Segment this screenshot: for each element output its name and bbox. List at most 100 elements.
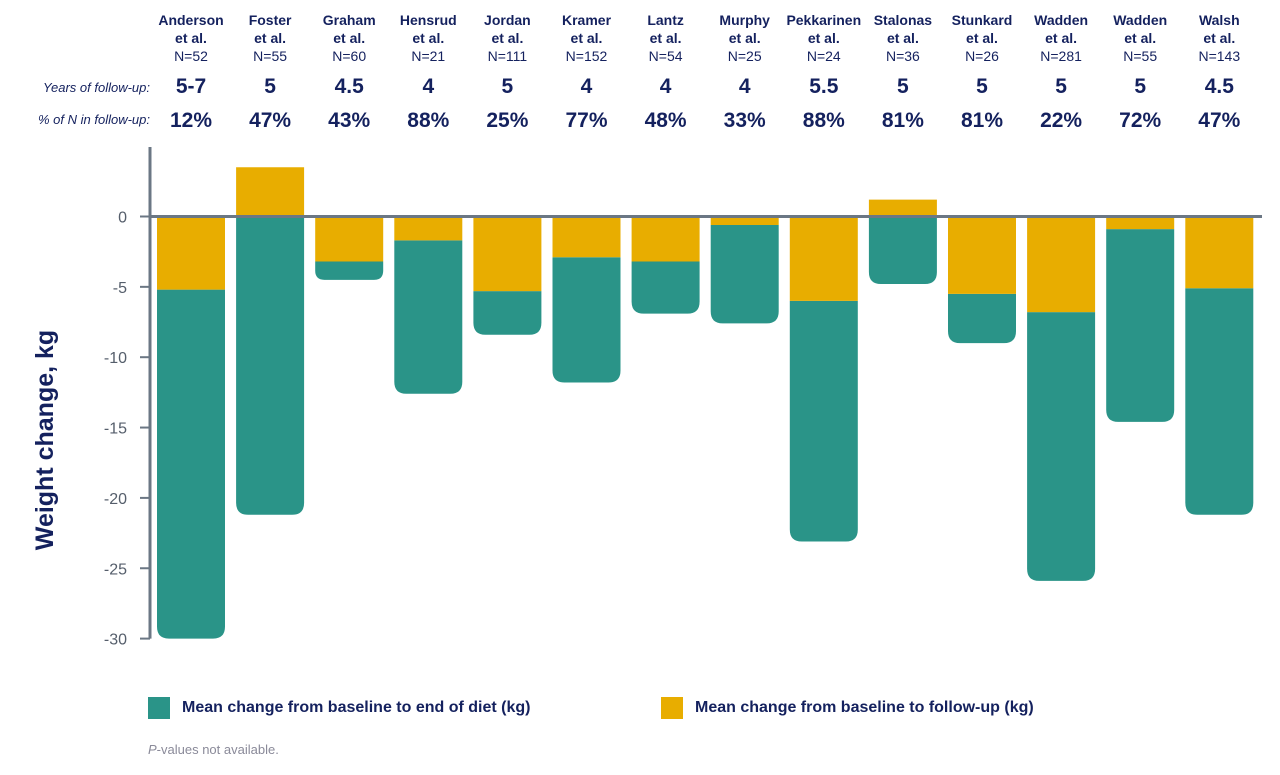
- study-n: N=36: [886, 48, 920, 64]
- study-name: Wadden: [1034, 12, 1088, 28]
- study-name-suffix: et al.: [254, 30, 286, 46]
- study-n: N=24: [807, 48, 841, 64]
- study-n: N=143: [1198, 48, 1240, 64]
- study-name-suffix: et al.: [1203, 30, 1235, 46]
- study-pct-follow-up: 47%: [249, 109, 291, 132]
- study-name-suffix: et al.: [333, 30, 365, 46]
- bar-end-of-diet: [948, 293, 1016, 344]
- bar-follow-up: [1027, 216, 1096, 313]
- study-years: 4: [739, 75, 751, 98]
- bar-follow-up: [236, 167, 305, 217]
- study-n: N=25: [728, 48, 762, 64]
- y-tick-label: -30: [104, 632, 127, 649]
- study-years: 5-7: [176, 75, 206, 98]
- y-tick-label: -10: [104, 350, 127, 367]
- study-name-suffix: et al.: [808, 30, 840, 46]
- study-n: N=281: [1040, 48, 1082, 64]
- study-name: Foster: [249, 12, 292, 28]
- bar-follow-up: [710, 216, 779, 225]
- legend-swatch-follow-up: [661, 697, 683, 719]
- study-years: 5: [1134, 75, 1146, 98]
- bar-end-of-diet: [1106, 229, 1175, 422]
- bar-follow-up: [157, 216, 225, 290]
- study-years: 5: [1055, 75, 1067, 98]
- study-name-suffix: et al.: [1124, 30, 1156, 46]
- weight-change-chart: Weight change, kg Years of follow-up: % of…: [31, 12, 1262, 649]
- study-years: 5.5: [809, 75, 839, 98]
- y-tick-label: -5: [113, 280, 127, 297]
- study-years: 4: [660, 75, 672, 98]
- study-years: 5: [897, 75, 909, 98]
- study-name-suffix: et al.: [729, 30, 761, 46]
- y-axis-label: Weight change, kg: [31, 330, 59, 550]
- study-pct-follow-up: 33%: [724, 109, 766, 132]
- study-years: 5: [976, 75, 988, 98]
- study-years: 4.5: [335, 75, 365, 98]
- footnote-italic: P: [148, 742, 157, 757]
- bar-end-of-diet: [236, 216, 305, 515]
- bar-end-of-diet: [473, 291, 542, 335]
- legend-item-follow-up: Mean change from baseline to follow-up (…: [661, 697, 1034, 719]
- study-name-suffix: et al.: [1045, 30, 1077, 46]
- study-name: Walsh: [1199, 12, 1240, 28]
- footnote: P-values not available.: [148, 742, 279, 757]
- study-n: N=152: [566, 48, 608, 64]
- study-n: N=55: [1123, 48, 1157, 64]
- study-n: N=52: [174, 48, 208, 64]
- footnote-text: -values not available.: [156, 742, 279, 757]
- study-name-suffix: et al.: [650, 30, 682, 46]
- study-years: 4.5: [1205, 75, 1235, 98]
- study-pct-follow-up: 48%: [645, 109, 687, 132]
- study-name-suffix: et al.: [966, 30, 998, 46]
- study-name: Graham: [323, 12, 376, 28]
- study-pct-follow-up: 25%: [486, 109, 528, 132]
- bar-follow-up: [473, 216, 542, 292]
- study-n: N=21: [411, 48, 445, 64]
- study-pct-follow-up: 43%: [328, 109, 370, 132]
- study-n: N=55: [253, 48, 287, 64]
- bar-end-of-diet: [710, 224, 779, 324]
- study-pct-follow-up: 88%: [803, 109, 845, 132]
- legend-label-end-of-diet: Mean change from baseline to end of diet…: [182, 699, 531, 716]
- study-name: Stunkard: [952, 12, 1013, 28]
- y-tick-label: -25: [104, 561, 127, 578]
- bar-end-of-diet: [315, 261, 384, 280]
- bar-follow-up: [868, 199, 937, 217]
- study-name-suffix: et al.: [412, 30, 444, 46]
- study-name: Jordan: [484, 12, 531, 28]
- bar-end-of-diet: [868, 216, 937, 285]
- bar-end-of-diet: [157, 289, 225, 639]
- study-pct-follow-up: 88%: [407, 109, 449, 132]
- study-pct-follow-up: 22%: [1040, 109, 1082, 132]
- study-name-suffix: et al.: [175, 30, 207, 46]
- y-tick-label: -20: [104, 491, 127, 508]
- bar-end-of-diet: [1027, 312, 1096, 581]
- study-years: 5: [502, 75, 514, 98]
- bar-follow-up: [948, 216, 1016, 294]
- study-n: N=111: [488, 48, 528, 64]
- bar-end-of-diet: [552, 257, 621, 383]
- bar-follow-up: [1185, 216, 1254, 289]
- bar-end-of-diet: [1185, 288, 1254, 515]
- study-name: Wadden: [1113, 12, 1167, 28]
- study-n: N=26: [965, 48, 999, 64]
- study-pct-follow-up: 12%: [170, 109, 212, 132]
- bar-end-of-diet: [789, 300, 858, 542]
- study-name-suffix: et al.: [887, 30, 919, 46]
- legend-swatch-end-of-diet: [148, 697, 170, 719]
- study-name-suffix: et al.: [491, 30, 523, 46]
- study-pct-follow-up: 47%: [1198, 109, 1240, 132]
- bar-follow-up: [552, 216, 621, 258]
- study-name: Anderson: [158, 12, 223, 28]
- legend-item-end-of-diet: Mean change from baseline to end of diet…: [148, 697, 530, 719]
- bar-end-of-diet: [631, 261, 700, 314]
- study-years: 5: [264, 75, 276, 98]
- legend-label-follow-up: Mean change from baseline to follow-up (…: [695, 699, 1034, 716]
- y-tick-label: -15: [104, 421, 127, 438]
- study-name: Murphy: [719, 12, 770, 28]
- study-n: N=54: [649, 48, 683, 64]
- study-name: Pekkarinen: [786, 12, 861, 28]
- study-pct-follow-up: 77%: [565, 109, 607, 132]
- bar-end-of-diet: [394, 240, 463, 394]
- bar-follow-up: [394, 216, 463, 241]
